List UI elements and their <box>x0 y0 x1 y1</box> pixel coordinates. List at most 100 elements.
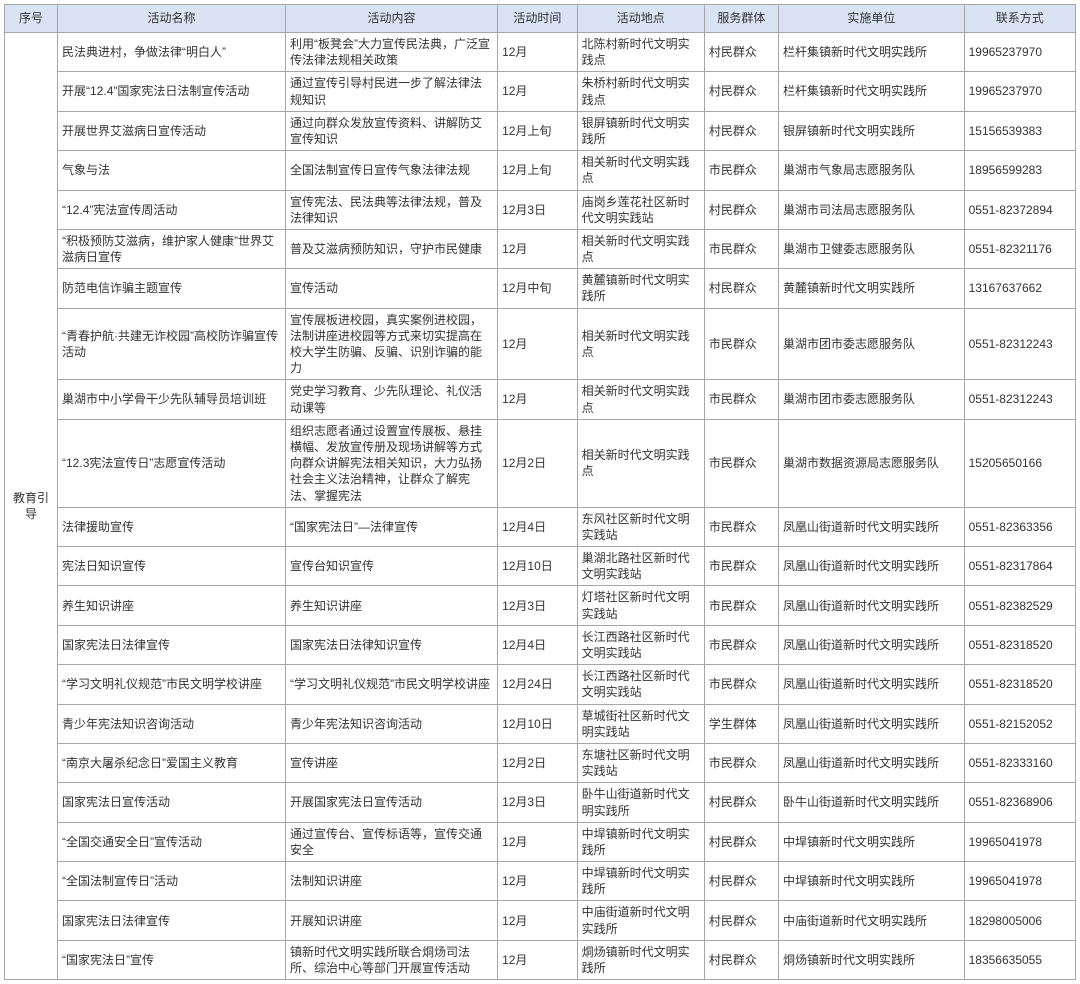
cell-place: 北陈村新时代文明实践点 <box>577 33 704 72</box>
cell-time: 12月 <box>498 229 578 268</box>
cell-name: 国家宪法日法律宣传 <box>58 901 286 940</box>
cell-unit: 巢湖市数据资源局志愿服务队 <box>779 419 965 507</box>
cell-group: 市民群众 <box>704 586 778 625</box>
cell-unit: 巢湖市团市委志愿服务队 <box>779 308 965 380</box>
cell-group: 市民群众 <box>704 665 778 704</box>
cell-content: 开展知识讲座 <box>286 901 498 940</box>
cell-place: 草城街社区新时代文明实践站 <box>577 704 704 743</box>
cell-name: “积极预防艾滋病，维护家人健康”世界艾滋病日宣传 <box>58 229 286 268</box>
cell-time: 12月上旬 <box>498 151 578 190</box>
cell-group: 村民群众 <box>704 111 778 150</box>
cell-content: 宣传讲座 <box>286 743 498 782</box>
cell-phone: 19965237970 <box>964 72 1075 111</box>
cell-place: 中垾镇新时代文明实践所 <box>577 822 704 861</box>
cell-name: 青少年宪法知识咨询活动 <box>58 704 286 743</box>
cell-content: 宣传宪法、民法典等法律法规，普及法律知识 <box>286 190 498 229</box>
activity-table: 序号 活动名称 活动内容 活动时间 活动地点 服务群体 实施单位 联系方式 教育… <box>4 4 1076 980</box>
cell-place: 中垾镇新时代文明实践所 <box>577 862 704 901</box>
cell-time: 12月2日 <box>498 743 578 782</box>
cell-place: 东塘社区新时代文明实践站 <box>577 743 704 782</box>
cell-content: 宣传展板进校园，真实案例进校园，法制讲座进校园等方式来切实提高在校大学生防骗、反… <box>286 308 498 380</box>
cell-name: 法律援助宣传 <box>58 507 286 546</box>
cell-content: 宣传台知识宣传 <box>286 547 498 586</box>
table-row: 国家宪法日法律宣传国家宪法日法律知识宣传12月4日长江西路社区新时代文明实践站市… <box>5 625 1076 664</box>
cell-time: 12月3日 <box>498 190 578 229</box>
cell-name: “12.4”宪法宣传周活动 <box>58 190 286 229</box>
cell-place: 黄麓镇新时代文明实践所 <box>577 269 704 308</box>
cell-group: 村民群众 <box>704 783 778 822</box>
cell-unit: 巢湖市司法局志愿服务队 <box>779 190 965 229</box>
cell-name: 国家宪法日宣传活动 <box>58 783 286 822</box>
cell-time: 12月 <box>498 901 578 940</box>
cell-name: 气象与法 <box>58 151 286 190</box>
cell-phone: 0551-82363356 <box>964 507 1075 546</box>
cell-name: 防范电信诈骗主题宣传 <box>58 269 286 308</box>
table-row: 气象与法全国法制宣传日宣传气象法律法规12月上旬相关新时代文明实践点市民群众巢湖… <box>5 151 1076 190</box>
table-row: “学习文明礼仪规范”市民文明学校讲座“学习文明礼仪规范”市民文明学校讲座12月2… <box>5 665 1076 704</box>
cell-content: 利用“板凳会”大力宣传民法典，广泛宣传法律法规相关政策 <box>286 33 498 72</box>
cell-content: 全国法制宣传日宣传气象法律法规 <box>286 151 498 190</box>
cell-phone: 0551-82317864 <box>964 547 1075 586</box>
cell-group: 村民群众 <box>704 862 778 901</box>
cell-place: 长江西路社区新时代文明实践站 <box>577 665 704 704</box>
cell-time: 12月 <box>498 72 578 111</box>
cell-group: 市民群众 <box>704 380 778 419</box>
cell-place: 银屏镇新时代文明实践所 <box>577 111 704 150</box>
cell-phone: 18298005006 <box>964 901 1075 940</box>
table-row: “青春护航·共建无诈校园”高校防诈骗宣传活动宣传展板进校园，真实案例进校园，法制… <box>5 308 1076 380</box>
header-content: 活动内容 <box>286 5 498 33</box>
cell-phone: 0551-82318520 <box>964 665 1075 704</box>
cell-group: 市民群众 <box>704 507 778 546</box>
cell-group: 村民群众 <box>704 190 778 229</box>
cell-time: 12月 <box>498 33 578 72</box>
cell-time: 12月 <box>498 308 578 380</box>
cell-name: “全国法制宣传日”活动 <box>58 862 286 901</box>
cell-content: 青少年宪法知识咨询活动 <box>286 704 498 743</box>
cell-time: 12月4日 <box>498 507 578 546</box>
cell-group: 村民群众 <box>704 72 778 111</box>
table-row: “积极预防艾滋病，维护家人健康”世界艾滋病日宣传普及艾滋病预防知识，守护市民健康… <box>5 229 1076 268</box>
cell-time: 12月 <box>498 380 578 419</box>
cell-place: 庙岗乡莲花社区新时代文明实践站 <box>577 190 704 229</box>
table-row: 养生知识讲座养生知识讲座12月3日灯塔社区新时代文明实践站市民群众凤凰山街道新时… <box>5 586 1076 625</box>
cell-phone: 0551-82312243 <box>964 380 1075 419</box>
cell-phone: 0551-82152052 <box>964 704 1075 743</box>
cell-name: 养生知识讲座 <box>58 586 286 625</box>
cell-name: 开展世界艾滋病日宣传活动 <box>58 111 286 150</box>
cell-time: 12月3日 <box>498 586 578 625</box>
cell-unit: 巢湖市团市委志愿服务队 <box>779 380 965 419</box>
table-row: “12.3宪法宣传日”志愿宣传活动组织志愿者通过设置宣传展板、悬挂横幅、发放宣传… <box>5 419 1076 507</box>
header-group: 服务群体 <box>704 5 778 33</box>
cell-phone: 18356635055 <box>964 940 1075 979</box>
cell-group: 学生群体 <box>704 704 778 743</box>
header-unit: 实施单位 <box>779 5 965 33</box>
cell-time: 12月4日 <box>498 625 578 664</box>
table-row: “全国交通安全日”宣传活动通过宣传台、宣传标语等，宣传交通安全12月中垾镇新时代… <box>5 822 1076 861</box>
cell-group: 市民群众 <box>704 625 778 664</box>
cell-group: 市民群众 <box>704 743 778 782</box>
cell-content: “学习文明礼仪规范”市民文明学校讲座 <box>286 665 498 704</box>
cell-phone: 0551-82321176 <box>964 229 1075 268</box>
cell-phone: 19965041978 <box>964 822 1075 861</box>
cell-unit: 中庙街道新时代文明实践所 <box>779 901 965 940</box>
cell-unit: 凤凰山街道新时代文明实践所 <box>779 547 965 586</box>
cell-place: 卧牛山街道新时代文明实践所 <box>577 783 704 822</box>
cell-group: 村民群众 <box>704 269 778 308</box>
table-row: 法律援助宣传“国家宪法日”—法律宣传12月4日东风社区新时代文明实践站市民群众凤… <box>5 507 1076 546</box>
cell-name: “青春护航·共建无诈校园”高校防诈骗宣传活动 <box>58 308 286 380</box>
cell-phone: 15205650166 <box>964 419 1075 507</box>
cell-unit: 中垾镇新时代文明实践所 <box>779 822 965 861</box>
cell-name: “国家宪法日”宣传 <box>58 940 286 979</box>
cell-place: 相关新时代文明实践点 <box>577 229 704 268</box>
table-header: 序号 活动名称 活动内容 活动时间 活动地点 服务群体 实施单位 联系方式 <box>5 5 1076 33</box>
cell-time: 12月3日 <box>498 783 578 822</box>
cell-place: 灯塔社区新时代文明实践站 <box>577 586 704 625</box>
table-row: 国家宪法日法律宣传开展知识讲座12月中庙街道新时代文明实践所村民群众中庙街道新时… <box>5 901 1076 940</box>
table-row: 防范电信诈骗主题宣传宣传活动12月中旬黄麓镇新时代文明实践所村民群众黄麓镇新时代… <box>5 269 1076 308</box>
cell-unit: 烔炀镇新时代文明实践所 <box>779 940 965 979</box>
cell-phone: 0551-82318520 <box>964 625 1075 664</box>
cell-group: 市民群众 <box>704 547 778 586</box>
cell-content: 党史学习教育、少先队理论、礼仪活动课等 <box>286 380 498 419</box>
cell-place: 朱桥村新时代文明实践点 <box>577 72 704 111</box>
cell-unit: 巢湖市气象局志愿服务队 <box>779 151 965 190</box>
